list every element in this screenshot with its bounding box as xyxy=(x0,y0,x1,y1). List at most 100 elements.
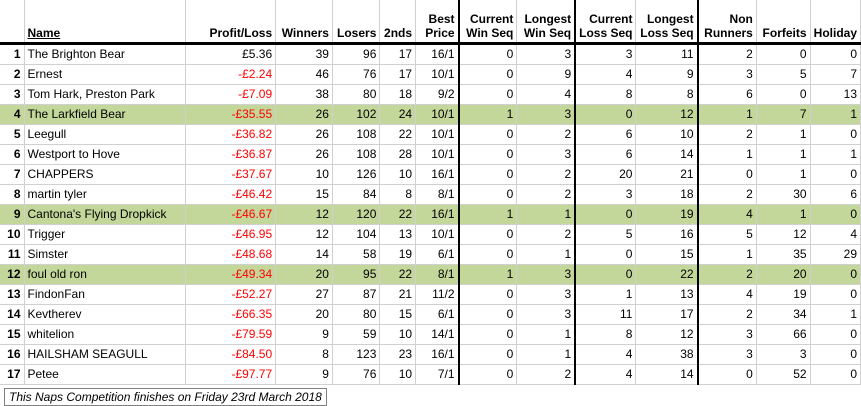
cell-forfeits[interactable]: 20 xyxy=(756,264,811,285)
cell-non-runners[interactable]: 4 xyxy=(697,284,757,305)
cell-current-win-seq[interactable]: 0 xyxy=(458,164,518,185)
cell-losers[interactable]: 120 xyxy=(332,204,381,225)
col-header-profit-loss[interactable]: Profit/Loss xyxy=(185,0,277,45)
cell-non-runners[interactable]: 3 xyxy=(697,64,757,85)
cell-current-loss-seq[interactable]: 0 xyxy=(575,204,637,225)
cell-current-loss-seq[interactable]: 4 xyxy=(575,344,637,365)
cell-rank[interactable]: 9 xyxy=(0,204,25,225)
cell-current-loss-seq[interactable]: 0 xyxy=(575,244,637,265)
cell-longest-win-seq[interactable]: 2 xyxy=(516,364,577,385)
cell-forfeits[interactable]: 7 xyxy=(756,104,811,125)
cell-non-runners[interactable]: 6 xyxy=(697,84,757,105)
cell-rank[interactable]: 17 xyxy=(0,364,25,385)
cell-seconds[interactable]: 23 xyxy=(379,344,417,365)
cell-seconds[interactable]: 19 xyxy=(379,244,417,265)
cell-current-win-seq[interactable]: 0 xyxy=(458,144,518,165)
cell-longest-loss-seq[interactable]: 15 xyxy=(635,244,699,265)
cell-forfeits[interactable]: 19 xyxy=(756,284,811,305)
cell-best-price[interactable]: 16/1 xyxy=(415,344,460,365)
cell-non-runners[interactable]: 0 xyxy=(697,364,757,385)
cell-name[interactable]: FindonFan xyxy=(24,284,187,305)
cell-current-loss-seq[interactable]: 6 xyxy=(575,144,637,165)
cell-winners[interactable]: 12 xyxy=(275,224,333,245)
cell-longest-win-seq[interactable]: 2 xyxy=(516,224,577,245)
cell-longest-win-seq[interactable]: 1 xyxy=(516,244,577,265)
cell-current-win-seq[interactable]: 0 xyxy=(458,64,518,85)
cell-seconds[interactable]: 10 xyxy=(379,324,417,345)
cell-name[interactable]: The Larkfield Bear xyxy=(24,104,187,125)
cell-longest-win-seq[interactable]: 1 xyxy=(516,204,577,225)
cell-holiday[interactable]: 0 xyxy=(810,164,861,185)
cell-losers[interactable]: 80 xyxy=(332,84,381,105)
cell-longest-win-seq[interactable]: 3 xyxy=(516,304,577,325)
cell-non-runners[interactable]: 5 xyxy=(697,224,757,245)
cell-profit-loss[interactable]: -£7.09 xyxy=(185,84,277,105)
col-header-current-win-seq[interactable]: Current Win Seq xyxy=(458,0,518,45)
cell-current-loss-seq[interactable]: 6 xyxy=(575,124,637,145)
cell-current-loss-seq[interactable]: 8 xyxy=(575,324,637,345)
cell-longest-loss-seq[interactable]: 12 xyxy=(635,104,699,125)
cell-seconds[interactable]: 21 xyxy=(379,284,417,305)
cell-name[interactable]: Petee xyxy=(24,364,187,385)
cell-longest-loss-seq[interactable]: 17 xyxy=(635,304,699,325)
cell-seconds[interactable]: 10 xyxy=(379,164,417,185)
cell-longest-win-seq[interactable]: 3 xyxy=(516,264,577,285)
cell-longest-win-seq[interactable]: 3 xyxy=(516,43,577,65)
cell-seconds[interactable]: 22 xyxy=(379,204,417,225)
cell-rank[interactable]: 8 xyxy=(0,184,25,205)
cell-name[interactable]: Ernest xyxy=(24,64,187,85)
cell-name[interactable]: HAILSHAM SEAGULL xyxy=(24,344,187,365)
cell-forfeits[interactable]: 0 xyxy=(756,84,811,105)
cell-forfeits[interactable]: 1 xyxy=(756,164,811,185)
cell-current-win-seq[interactable]: 0 xyxy=(458,84,518,105)
cell-seconds[interactable]: 24 xyxy=(379,104,417,125)
cell-name[interactable]: Simster xyxy=(24,244,187,265)
cell-longest-loss-seq[interactable]: 14 xyxy=(635,144,699,165)
cell-non-runners[interactable]: 1 xyxy=(697,244,757,265)
cell-forfeits[interactable]: 5 xyxy=(756,64,811,85)
cell-current-loss-seq[interactable]: 4 xyxy=(575,364,637,385)
cell-longest-loss-seq[interactable]: 14 xyxy=(635,364,699,385)
cell-forfeits[interactable]: 1 xyxy=(756,204,811,225)
cell-rank[interactable]: 16 xyxy=(0,344,25,365)
cell-profit-loss[interactable]: -£35.55 xyxy=(185,104,277,125)
cell-best-price[interactable]: 11/2 xyxy=(415,284,460,305)
cell-losers[interactable]: 126 xyxy=(332,164,381,185)
cell-holiday[interactable]: 4 xyxy=(810,224,861,245)
cell-forfeits[interactable]: 30 xyxy=(756,184,811,205)
cell-losers[interactable]: 87 xyxy=(332,284,381,305)
cell-name[interactable]: foul old ron xyxy=(24,264,187,285)
cell-losers[interactable]: 76 xyxy=(332,64,381,85)
cell-best-price[interactable]: 9/2 xyxy=(415,84,460,105)
cell-longest-loss-seq[interactable]: 13 xyxy=(635,284,699,305)
cell-current-win-seq[interactable]: 1 xyxy=(458,104,518,125)
cell-seconds[interactable]: 17 xyxy=(379,64,417,85)
cell-current-loss-seq[interactable]: 5 xyxy=(575,224,637,245)
cell-best-price[interactable]: 10/1 xyxy=(415,104,460,125)
cell-current-win-seq[interactable]: 0 xyxy=(458,324,518,345)
cell-winners[interactable]: 46 xyxy=(275,64,333,85)
cell-profit-loss[interactable]: -£66.35 xyxy=(185,304,277,325)
cell-losers[interactable]: 84 xyxy=(332,184,381,205)
cell-non-runners[interactable]: 4 xyxy=(697,204,757,225)
cell-winners[interactable]: 8 xyxy=(275,344,333,365)
cell-current-win-seq[interactable]: 0 xyxy=(458,344,518,365)
cell-rank[interactable]: 2 xyxy=(0,64,25,85)
cell-forfeits[interactable]: 1 xyxy=(756,124,811,145)
cell-rank[interactable]: 10 xyxy=(0,224,25,245)
cell-winners[interactable]: 9 xyxy=(275,324,333,345)
col-header-forfeits[interactable]: Forfeits xyxy=(756,0,811,45)
cell-forfeits[interactable]: 34 xyxy=(756,304,811,325)
cell-current-win-seq[interactable]: 0 xyxy=(458,284,518,305)
cell-longest-win-seq[interactable]: 2 xyxy=(516,184,577,205)
cell-profit-loss[interactable]: -£36.87 xyxy=(185,144,277,165)
cell-profit-loss[interactable]: -£36.82 xyxy=(185,124,277,145)
cell-winners[interactable]: 20 xyxy=(275,264,333,285)
cell-holiday[interactable]: 0 xyxy=(810,43,861,65)
cell-name[interactable]: martin tyler xyxy=(24,184,187,205)
cell-rank[interactable]: 12 xyxy=(0,264,25,285)
cell-rank[interactable]: 6 xyxy=(0,144,25,165)
cell-longest-win-seq[interactable]: 3 xyxy=(516,284,577,305)
cell-winners[interactable]: 27 xyxy=(275,284,333,305)
cell-name[interactable]: Cantona's Flying Dropkick xyxy=(24,204,187,225)
